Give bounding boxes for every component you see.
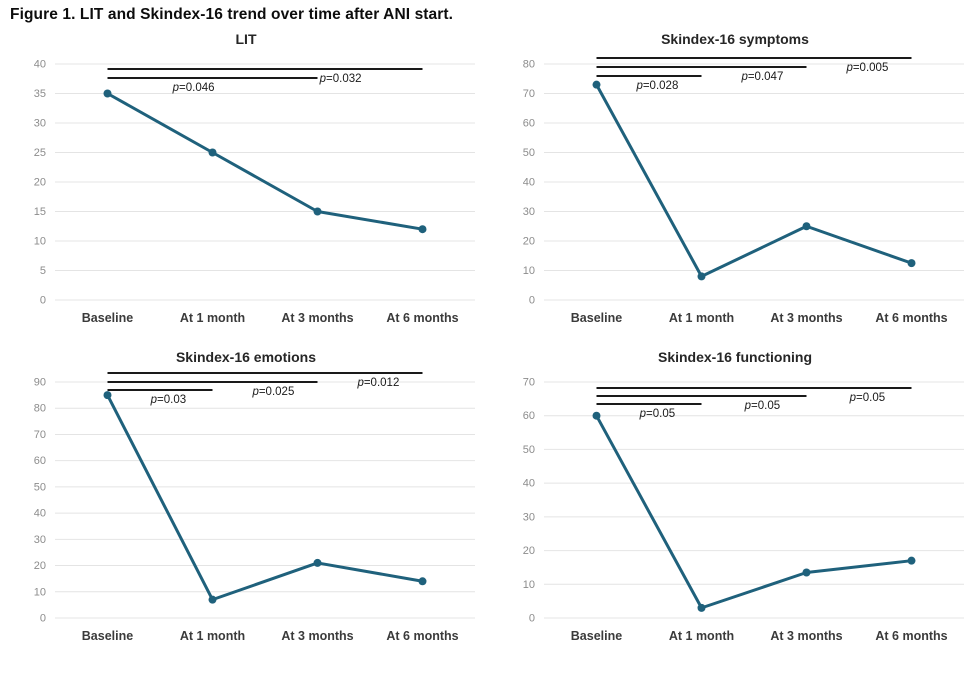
svg-text:p=0.05: p=0.05 (744, 400, 781, 412)
svg-text:Baseline: Baseline (82, 311, 133, 325)
svg-text:50: 50 (523, 444, 535, 456)
svg-text:At 1 month: At 1 month (669, 311, 734, 325)
svg-text:p=0.025: p=0.025 (251, 386, 294, 398)
line-chart-skindex-symptoms: 0 10 20 30 40 50 60 70 80 Baseline At 1 month At 3 … (523, 57, 964, 325)
chart-panel-skindex-functioning: Skindex-16 functioning 0 10 20 30 40 50 60 70 Ba… (500, 348, 970, 656)
svg-text:p=0.028: p=0.028 (635, 80, 678, 92)
svg-text:40: 40 (523, 478, 535, 490)
svg-text:At 6 months: At 6 months (875, 311, 947, 325)
svg-text:60: 60 (34, 455, 46, 467)
svg-text:5: 5 (40, 265, 46, 277)
charts-grid: LIT 0 5 10 15 20 25 30 35 40 Baseline At 1 month At… (0, 28, 975, 656)
svg-text:p=0.012: p=0.012 (356, 377, 399, 389)
figure-title: Figure 1. LIT and Skindex-16 trend over … (10, 6, 454, 23)
svg-text:0: 0 (40, 613, 46, 625)
svg-text:10: 10 (523, 265, 535, 277)
line-chart-skindex-emotions: 0 10 20 30 40 50 60 70 80 90 Baseline At 1 month At … (34, 372, 475, 643)
svg-text:70: 70 (34, 429, 46, 441)
svg-text:p=0.05: p=0.05 (639, 408, 676, 420)
chart-panel-skindex-symptoms: Skindex-16 symptoms 0 10 20 30 40 50 60 70 80 Bas… (500, 30, 970, 338)
svg-text:90: 90 (34, 377, 46, 389)
svg-text:30: 30 (523, 206, 535, 218)
svg-text:0: 0 (40, 295, 46, 307)
svg-text:10: 10 (34, 236, 46, 248)
svg-text:At 3 months: At 3 months (770, 629, 842, 643)
svg-text:At 6 months: At 6 months (875, 629, 947, 643)
svg-text:p=0.046: p=0.046 (172, 82, 215, 94)
svg-text:At 3 months: At 3 months (281, 311, 353, 325)
svg-text:60: 60 (523, 410, 535, 422)
svg-text:Baseline: Baseline (571, 311, 622, 325)
svg-text:At 3 months: At 3 months (281, 629, 353, 643)
svg-text:30: 30 (34, 118, 46, 130)
svg-text:30: 30 (523, 511, 535, 523)
line-chart-skindex-functioning: 0 10 20 30 40 50 60 70 Baseline At 1 month At 3 mo… (523, 377, 964, 643)
svg-text:60: 60 (523, 118, 535, 130)
svg-text:At 1 month: At 1 month (180, 311, 245, 325)
svg-text:25: 25 (34, 147, 46, 159)
svg-text:p=0.032: p=0.032 (319, 73, 362, 85)
svg-text:35: 35 (34, 88, 46, 100)
chart-panel-lit: LIT 0 5 10 15 20 25 30 35 40 Baseline At 1 month At… (11, 30, 481, 338)
svg-text:20: 20 (34, 560, 46, 572)
chart-panel-skindex-emotions: Skindex-16 emotions 0 10 20 30 40 50 60 70 80 90 B… (11, 348, 481, 656)
svg-text:40: 40 (34, 59, 46, 71)
chart-title-skindex-emotions: Skindex-16 emotions (175, 349, 317, 365)
svg-text:10: 10 (34, 586, 46, 598)
svg-text:At 3 months: At 3 months (770, 311, 842, 325)
svg-text:0: 0 (529, 295, 535, 307)
svg-text:30: 30 (34, 534, 46, 546)
svg-text:0: 0 (529, 613, 535, 625)
svg-text:20: 20 (523, 236, 535, 248)
svg-text:p=0.03: p=0.03 (150, 394, 187, 406)
chart-title-skindex-symptoms: Skindex-16 symptoms (661, 31, 809, 47)
svg-text:At 1 month: At 1 month (669, 629, 734, 643)
svg-text:p=0.005: p=0.005 (845, 62, 888, 74)
svg-text:p=0.047: p=0.047 (740, 71, 783, 83)
svg-text:Baseline: Baseline (82, 629, 133, 643)
svg-text:Baseline: Baseline (571, 629, 622, 643)
chart-title-skindex-functioning: Skindex-16 functioning (657, 349, 812, 365)
svg-text:80: 80 (523, 59, 535, 71)
svg-text:At 1 month: At 1 month (180, 629, 245, 643)
svg-text:At 6 months: At 6 months (386, 629, 458, 643)
svg-text:20: 20 (34, 177, 46, 189)
svg-text:10: 10 (523, 579, 535, 591)
svg-text:80: 80 (34, 403, 46, 415)
svg-text:40: 40 (34, 508, 46, 520)
line-chart-lit: 0 5 10 15 20 25 30 35 40 Baseline At 1 month At 3 m… (34, 59, 475, 325)
svg-text:20: 20 (523, 545, 535, 557)
svg-text:15: 15 (34, 206, 46, 218)
svg-text:50: 50 (523, 147, 535, 159)
svg-text:40: 40 (523, 177, 535, 189)
svg-text:At 6 months: At 6 months (386, 311, 458, 325)
svg-text:50: 50 (34, 481, 46, 493)
svg-text:70: 70 (523, 88, 535, 100)
svg-text:70: 70 (523, 377, 535, 389)
chart-title-lit: LIT (235, 31, 257, 47)
svg-text:p=0.05: p=0.05 (849, 392, 886, 404)
